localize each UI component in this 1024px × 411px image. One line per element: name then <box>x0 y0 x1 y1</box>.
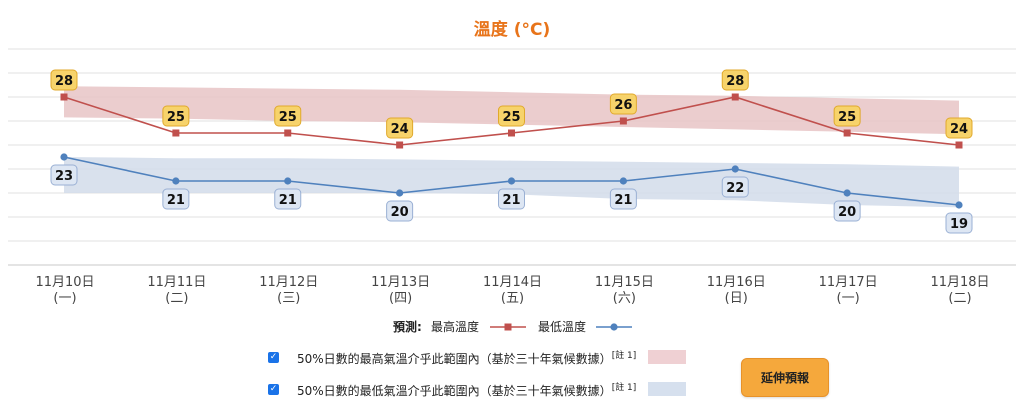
note-ref[interactable]: [註 1] <box>611 350 637 361</box>
data-label-box <box>274 188 302 210</box>
x-tick-weekday: (四) <box>389 291 412 306</box>
data-label: 21 <box>167 193 185 208</box>
data-label-box <box>50 69 78 91</box>
data-label-box <box>721 176 749 198</box>
data-point <box>396 141 404 149</box>
x-tick-weekday: (一) <box>837 291 860 306</box>
data-label-box <box>386 117 414 139</box>
min-band-label: 50%日數的最低氣溫介乎此範圍內（基於三十年氣候數據）[註 1] <box>297 382 637 398</box>
min-band-checkbox[interactable]: ✓ <box>268 383 279 395</box>
data-label: 21 <box>614 193 632 208</box>
x-tick-weekday: (六) <box>613 291 636 306</box>
data-label: 21 <box>279 193 297 208</box>
note-ref[interactable]: [註 1] <box>611 382 637 393</box>
data-point <box>955 201 963 209</box>
data-label: 24 <box>950 122 968 137</box>
extended-forecast-button[interactable]: 延伸預報 <box>741 358 829 397</box>
data-point <box>60 93 68 101</box>
series-lines <box>60 93 963 209</box>
x-tick-label: 11月12日 <box>259 275 318 290</box>
legend-min-label[interactable]: 最低溫度 <box>538 319 586 334</box>
data-point <box>284 129 292 137</box>
data-label: 25 <box>167 110 185 125</box>
data-point <box>508 129 515 137</box>
data-point <box>843 189 851 197</box>
max-band-checkbox[interactable]: ✓ <box>268 351 279 363</box>
data-point <box>619 117 627 125</box>
data-label: 20 <box>838 205 856 220</box>
data-point <box>284 177 292 185</box>
data-point <box>60 153 68 161</box>
x-axis: 11月10日(一)11月11日(二)11月12日(三)11月13日(四)11月1… <box>35 275 989 306</box>
x-tick-label: 11月14日 <box>483 275 542 290</box>
max-band-option[interactable]: ✓ 50%日數的最高氣溫介乎此範圍內（基於三十年氣候數據）[註 1] <box>268 346 687 368</box>
x-tick-weekday: (二) <box>948 291 971 306</box>
x-tick-weekday: (日) <box>725 291 748 306</box>
data-label-box <box>50 164 78 186</box>
data-label: 21 <box>502 193 520 208</box>
legend-min-marker <box>610 323 618 331</box>
data-point <box>843 129 851 137</box>
data-label-box <box>833 105 861 127</box>
data-point <box>172 129 180 137</box>
data-label: 20 <box>391 205 409 220</box>
data-label-box <box>833 200 861 222</box>
x-tick-weekday: (五) <box>501 291 524 306</box>
data-label-box <box>162 105 190 127</box>
x-tick-label: 11月17日 <box>819 275 878 290</box>
data-label-box <box>945 117 973 139</box>
data-label: 23 <box>55 169 73 184</box>
data-label-box <box>498 105 525 127</box>
x-tick-weekday: (一) <box>53 291 76 306</box>
data-point <box>172 177 180 185</box>
legend-max-label[interactable]: 最高溫度 <box>431 319 479 334</box>
data-label-box <box>945 212 973 234</box>
data-label-box <box>498 188 525 210</box>
legend-prefix: 預測: <box>393 319 422 334</box>
data-label: 25 <box>838 110 856 125</box>
data-label: 28 <box>726 74 744 89</box>
data-label-box <box>609 93 637 115</box>
data-label: 25 <box>279 110 297 125</box>
x-tick-label: 11月18日 <box>930 275 989 290</box>
min-band-option[interactable]: ✓ 50%日數的最低氣溫介乎此範圍內（基於三十年氣候數據）[註 1] <box>268 378 687 400</box>
x-tick-label: 11月15日 <box>595 275 654 290</box>
x-tick-label: 11月10日 <box>35 275 94 290</box>
data-label-box <box>162 188 190 210</box>
gridlines <box>8 48 1016 266</box>
x-tick-weekday: (三) <box>277 291 300 306</box>
data-label: 28 <box>55 74 73 89</box>
data-label: 24 <box>391 122 409 137</box>
data-label-box <box>609 188 637 210</box>
data-label-box <box>274 105 302 127</box>
x-tick-weekday: (二) <box>165 291 188 306</box>
data-point <box>396 189 404 197</box>
data-label-box <box>721 69 749 91</box>
data-label: 26 <box>614 98 632 113</box>
legend[interactable]: 預測: 最高溫度 最低溫度 <box>393 319 632 334</box>
data-point <box>731 165 739 173</box>
data-labels: 28 25 25 24 25 26 28 25 24 23 21 21 20 21 21 22 20 19 <box>50 69 973 234</box>
legend-max-marker <box>504 323 512 331</box>
data-point <box>731 93 739 101</box>
data-label-box <box>386 200 414 222</box>
min-band-swatch <box>648 382 687 396</box>
data-point <box>507 177 516 185</box>
data-label: 25 <box>502 110 520 125</box>
data-point <box>955 141 963 149</box>
max-band-swatch <box>648 350 687 364</box>
data-point <box>619 177 627 185</box>
x-tick-label: 11月11日 <box>147 275 206 290</box>
x-tick-label: 11月16日 <box>707 275 766 290</box>
data-label: 19 <box>950 217 968 232</box>
x-tick-label: 11月13日 <box>371 275 430 290</box>
chart-title: 溫度 (°C) <box>474 19 550 40</box>
data-label: 22 <box>726 181 744 196</box>
max-band-label: 50%日數的最高氣溫介乎此範圍內（基於三十年氣候數據）[註 1] <box>297 350 637 366</box>
